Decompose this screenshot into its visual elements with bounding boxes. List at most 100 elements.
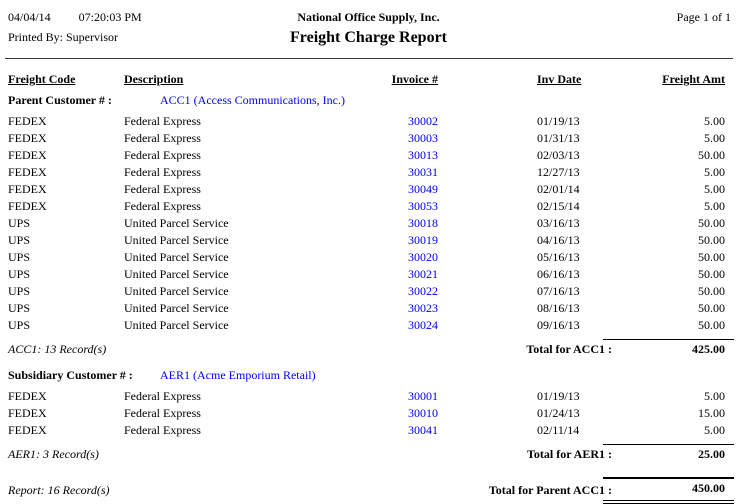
- customer-link-aer1[interactable]: AER1 (Acme Emporium Retail): [160, 368, 316, 382]
- invoice-link[interactable]: 30041: [408, 423, 438, 437]
- freight-code: FEDEX: [8, 406, 47, 420]
- print-date: 04/04/14: [8, 10, 51, 24]
- table-header-row: Freight Code Description Invoice # Inv D…: [0, 71, 737, 88]
- invoice-link[interactable]: 30020: [408, 250, 438, 264]
- total-amount: 25.00: [603, 444, 734, 463]
- description: United Parcel Service: [124, 233, 229, 247]
- freight-code: UPS: [8, 216, 31, 230]
- invoice-link[interactable]: 30031: [408, 165, 438, 179]
- column-header-freight-amt: Freight Amt: [662, 72, 725, 86]
- total-label: Total for AER1 :: [526, 447, 612, 461]
- table-row: FEDEX Federal Express 30003 01/31/13 5.0…: [0, 130, 737, 147]
- description: Federal Express: [124, 406, 201, 420]
- freight-amt: 5.00: [704, 389, 725, 403]
- description: United Parcel Service: [124, 318, 229, 332]
- records-note: AER1: 3 Record(s): [8, 447, 99, 461]
- page-number: Page 1 of 1: [676, 10, 731, 24]
- report-total-amount: 450.00: [603, 477, 734, 504]
- table-row: FEDEX Federal Express 30041 02/11/14 5.0…: [0, 422, 737, 439]
- invoice-link[interactable]: 30013: [408, 148, 438, 162]
- freight-amt: 5.00: [704, 182, 725, 196]
- table-row: UPS United Parcel Service 30019 04/16/13…: [0, 232, 737, 249]
- freight-amt: 50.00: [698, 216, 725, 230]
- report-total-label: Total for Parent ACC1 :: [488, 483, 612, 497]
- freight-amt: 50.00: [698, 318, 725, 332]
- total-amount: 425.00: [603, 339, 734, 358]
- freight-amt: 5.00: [704, 131, 725, 145]
- table-row: FEDEX Federal Express 30001 01/19/13 5.0…: [0, 388, 737, 405]
- freight-amt: 50.00: [698, 267, 725, 281]
- table-row: FEDEX Federal Express 30013 02/03/13 50.…: [0, 147, 737, 164]
- table-row: UPS United Parcel Service 30020 05/16/13…: [0, 249, 737, 266]
- total-label: Total for ACC1 :: [526, 342, 612, 356]
- table-row: UPS United Parcel Service 30022 07/16/13…: [0, 283, 737, 300]
- table-row: UPS United Parcel Service 30024 09/16/13…: [0, 317, 737, 334]
- inv-date: 02/15/14: [537, 199, 580, 213]
- freight-amt: 5.00: [704, 165, 725, 179]
- invoice-link[interactable]: 30024: [408, 318, 438, 332]
- invoice-link[interactable]: 30003: [408, 131, 438, 145]
- description: Federal Express: [124, 182, 201, 196]
- description: United Parcel Service: [124, 216, 229, 230]
- customer-link-acc1[interactable]: ACC1 (Access Communications, Inc.): [160, 93, 345, 107]
- description: Federal Express: [124, 114, 201, 128]
- table-row: FEDEX Federal Express 30049 02/01/14 5.0…: [0, 181, 737, 198]
- report-total-row: Report: 16 Record(s) Total for Parent AC…: [0, 477, 737, 504]
- description: Federal Express: [124, 389, 201, 403]
- freight-code: FEDEX: [8, 389, 47, 403]
- subsidiary-customer-line: Subsidiary Customer # : AER1 (Acme Empori…: [0, 367, 737, 384]
- freight-code: FEDEX: [8, 165, 47, 179]
- freight-amt: 15.00: [698, 406, 725, 420]
- company-name: National Office Supply, Inc.: [297, 10, 440, 24]
- invoice-link[interactable]: 30053: [408, 199, 438, 213]
- description: Federal Express: [124, 199, 201, 213]
- inv-date: 09/16/13: [537, 318, 580, 332]
- invoice-link[interactable]: 30049: [408, 182, 438, 196]
- column-header-invoice: Invoice #: [391, 72, 438, 86]
- description: Federal Express: [124, 165, 201, 179]
- invoice-link[interactable]: 30018: [408, 216, 438, 230]
- invoice-link[interactable]: 30021: [408, 267, 438, 281]
- invoice-link[interactable]: 30010: [408, 406, 438, 420]
- column-header-freight-code: Freight Code: [8, 72, 76, 86]
- parent-customer-label: Parent Customer # :: [8, 93, 112, 107]
- freight-code: FEDEX: [8, 131, 47, 145]
- table-row: FEDEX Federal Express 30053 02/15/14 5.0…: [0, 198, 737, 215]
- inv-date: 01/24/13: [537, 406, 580, 420]
- table-row: FEDEX Federal Express 30002 01/19/13 5.0…: [0, 113, 737, 130]
- inv-date: 01/19/13: [537, 114, 580, 128]
- description: Federal Express: [124, 423, 201, 437]
- inv-date: 02/01/14: [537, 182, 580, 196]
- parent-customer-line: Parent Customer # : ACC1 (Access Communic…: [0, 92, 737, 109]
- table-row: FEDEX Federal Express 30010 01/24/13 15.…: [0, 405, 737, 422]
- report-records-note: Report: 16 Record(s): [8, 483, 110, 497]
- table-row: FEDEX Federal Express 30031 12/27/13 5.0…: [0, 164, 737, 181]
- header-divider: [5, 58, 733, 59]
- print-time: 07:20:03 PM: [78, 10, 142, 24]
- freight-amt: 5.00: [704, 114, 725, 128]
- description: Federal Express: [124, 131, 201, 145]
- invoice-link[interactable]: 30022: [408, 284, 438, 298]
- report-title: Freight Charge Report: [290, 29, 447, 46]
- invoice-link[interactable]: 30019: [408, 233, 438, 247]
- description: United Parcel Service: [124, 250, 229, 264]
- freight-amt: 50.00: [698, 301, 725, 315]
- invoice-link[interactable]: 30001: [408, 389, 438, 403]
- description: Federal Express: [124, 148, 201, 162]
- records-note: ACC1: 13 Record(s): [8, 342, 107, 356]
- invoice-link[interactable]: 30002: [408, 114, 438, 128]
- freight-code: UPS: [8, 318, 31, 332]
- freight-code: UPS: [8, 267, 31, 281]
- inv-date: 01/31/13: [537, 131, 580, 145]
- freight-amt: 50.00: [698, 233, 725, 247]
- subsidiary-customer-label: Subsidiary Customer # :: [8, 368, 133, 382]
- inv-date: 01/19/13: [537, 389, 580, 403]
- inv-date: 03/16/13: [537, 216, 580, 230]
- invoice-link[interactable]: 30023: [408, 301, 438, 315]
- table-row: UPS United Parcel Service 30023 08/16/13…: [0, 300, 737, 317]
- inv-date: 04/16/13: [537, 233, 580, 247]
- group-total-row-aer1: AER1: 3 Record(s) Total for AER1 : 25.00: [0, 444, 737, 463]
- freight-amt: 5.00: [704, 423, 725, 437]
- freight-code: FEDEX: [8, 423, 47, 437]
